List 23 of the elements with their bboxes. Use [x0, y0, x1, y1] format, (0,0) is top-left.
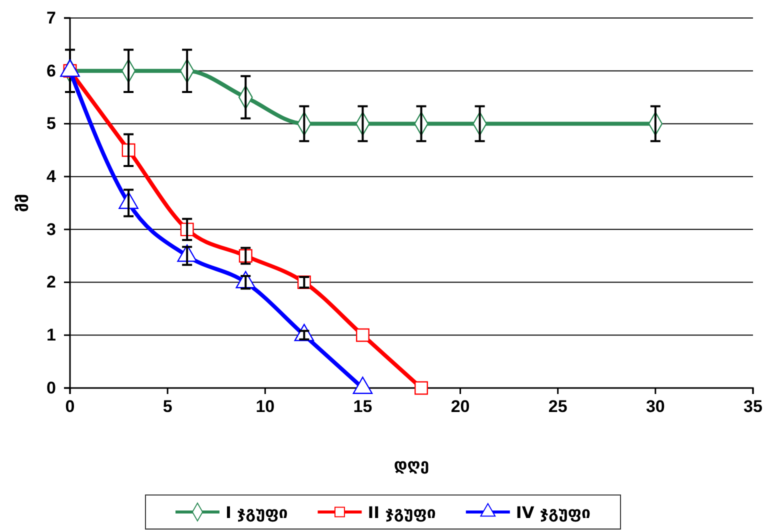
x-tick-label: 25	[548, 397, 568, 416]
point	[356, 328, 370, 342]
y-axis-title: მმ	[13, 194, 32, 212]
x-axis-title: დღე	[394, 455, 430, 474]
legend-label: IV ჯგუფი	[516, 503, 591, 522]
y-tick-label: 6	[46, 61, 56, 80]
x-tick-label: 0	[65, 397, 75, 416]
x-tick-label: 20	[450, 397, 470, 416]
x-tick-label: 30	[646, 397, 665, 416]
y-tick-label: 7	[46, 8, 56, 28]
point	[414, 381, 428, 395]
legend-label: II ჯგუფი	[368, 503, 436, 522]
y-tick-label: 1	[46, 326, 56, 345]
x-tick-label: 10	[256, 397, 275, 416]
x-tick-label: 5	[162, 397, 172, 416]
y-tick-label: 0	[46, 378, 56, 398]
y-tick-label: 3	[46, 220, 56, 239]
x-tick-label: 15	[353, 397, 372, 416]
y-tick-label: 4	[46, 167, 57, 186]
legend-label: I ჯგუფი	[225, 503, 288, 522]
x-tick-label: 35	[744, 397, 762, 416]
y-tick-label: 5	[46, 114, 56, 134]
y-tick-label: 2	[46, 272, 56, 292]
